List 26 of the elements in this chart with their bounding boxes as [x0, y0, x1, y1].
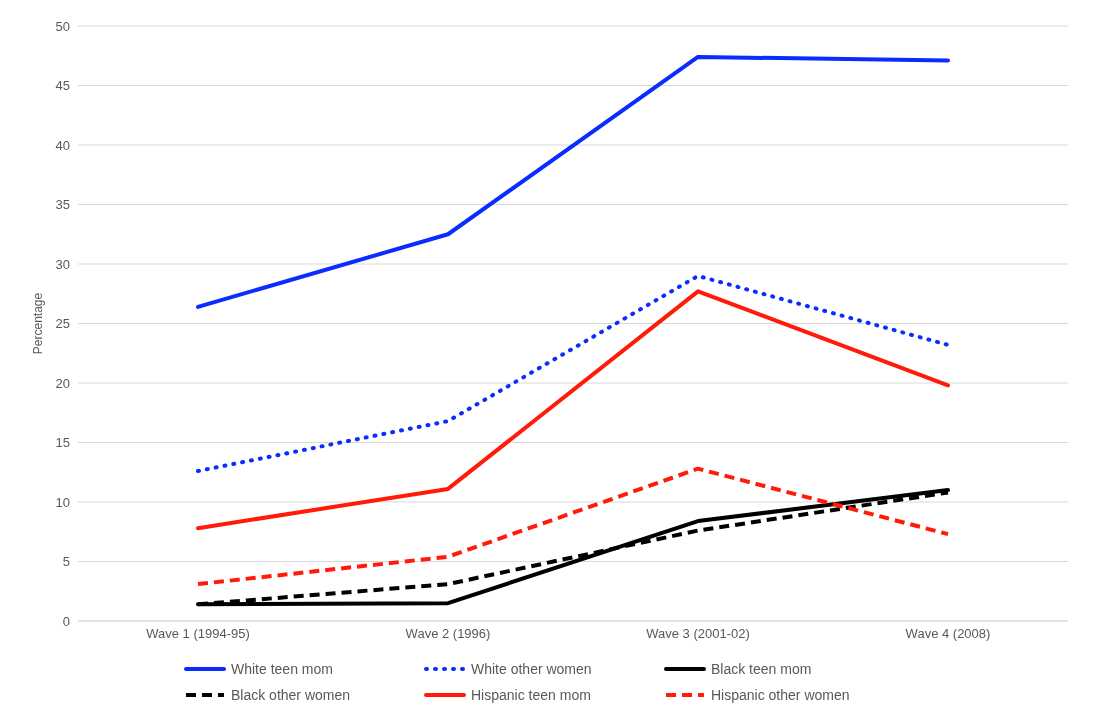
- y-tick-label: 50: [55, 18, 70, 34]
- legend-label: Black other women: [231, 687, 351, 703]
- y-tick-label: 15: [55, 435, 70, 451]
- line-series: [196, 289, 950, 531]
- legend-label: Hispanic teen mom: [471, 687, 591, 703]
- line-series: [196, 273, 950, 474]
- legend-label: Black teen mom: [711, 661, 812, 677]
- x-tick-label: Wave 3 (2001-02): [646, 626, 750, 642]
- x-tick-label: Wave 1 (1994-95): [146, 626, 250, 642]
- y-tick-label: 35: [55, 197, 70, 213]
- y-tick-label: 30: [55, 256, 70, 272]
- legend-label: Hispanic other women: [711, 687, 850, 703]
- legend-label: White teen mom: [231, 661, 333, 677]
- legend-label: White other women: [471, 661, 592, 677]
- line-series: [196, 54, 950, 309]
- x-tick-label: Wave 2 (1996): [405, 626, 491, 642]
- y-axis-title: Percentage: [31, 292, 46, 355]
- y-tick-label: 25: [55, 316, 70, 332]
- y-tick-label: 5: [62, 554, 70, 570]
- y-tick-label: 10: [55, 494, 70, 510]
- y-tick-label: 40: [55, 137, 70, 153]
- y-tick-label: 0: [62, 613, 70, 629]
- y-tick-label: 20: [55, 375, 70, 391]
- y-tick-label: 45: [55, 78, 70, 94]
- line-series: [196, 466, 950, 587]
- x-tick-label: Wave 4 (2008): [905, 626, 991, 642]
